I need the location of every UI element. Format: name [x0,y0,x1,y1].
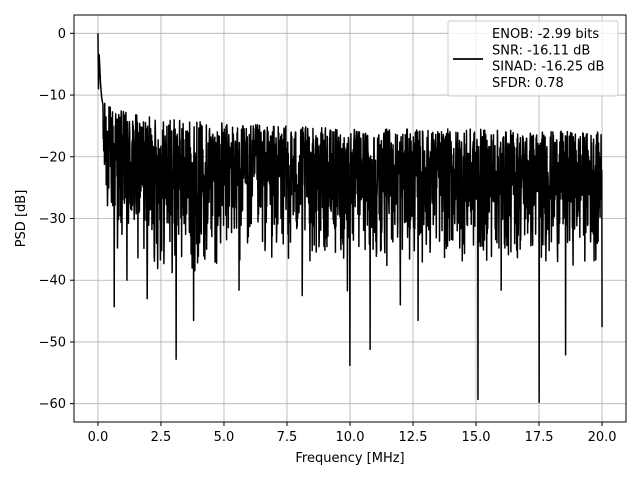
y-tick-label: −10 [39,89,66,104]
legend: ENOB: -2.99 bits SNR: -16.11 dB SINAD: -16… [447,20,619,97]
x-tick-label: 2.5 [151,430,172,445]
y-tick-label: −30 [39,212,66,227]
legend-line: ENOB: -2.99 bits [492,27,599,42]
x-tick-label: 15.0 [462,430,491,445]
y-axis: 0 −10 −20 −30 −40 −50 −60 [39,27,74,412]
legend-entry: ENOB: -2.99 bits SNR: -16.11 dB SINAD: -16… [492,27,604,91]
x-tick-label: 12.5 [399,430,428,445]
y-tick-label: −50 [39,335,66,350]
series-line [97,33,603,404]
y-tick-label: −60 [39,397,66,412]
legend-box [447,20,619,97]
x-tick-label: 10.0 [336,430,365,445]
x-tick-label: 7.5 [277,430,298,445]
legend-line: SNR: -16.11 dB [492,43,590,58]
x-tick-label: 5.0 [214,430,235,445]
y-tick-label: −20 [39,150,66,165]
legend-line: SFDR: 0.78 [492,76,564,91]
y-tick-label: 0 [58,27,66,42]
x-tick-label: 17.5 [525,430,554,445]
x-tick-label: 0.0 [88,430,109,445]
legend-line: SINAD: -16.25 dB [492,60,604,75]
x-tick-label: 20.0 [588,430,617,445]
x-axis: 0.0 2.5 5.0 7.5 10.0 12.5 15.0 17.5 20.0 [88,422,617,445]
series-layer [97,33,603,404]
y-tick-label: −40 [39,274,66,289]
x-axis-label: Frequency [MHz] [295,451,404,466]
y-axis-label: PSD [dB] [14,190,29,248]
